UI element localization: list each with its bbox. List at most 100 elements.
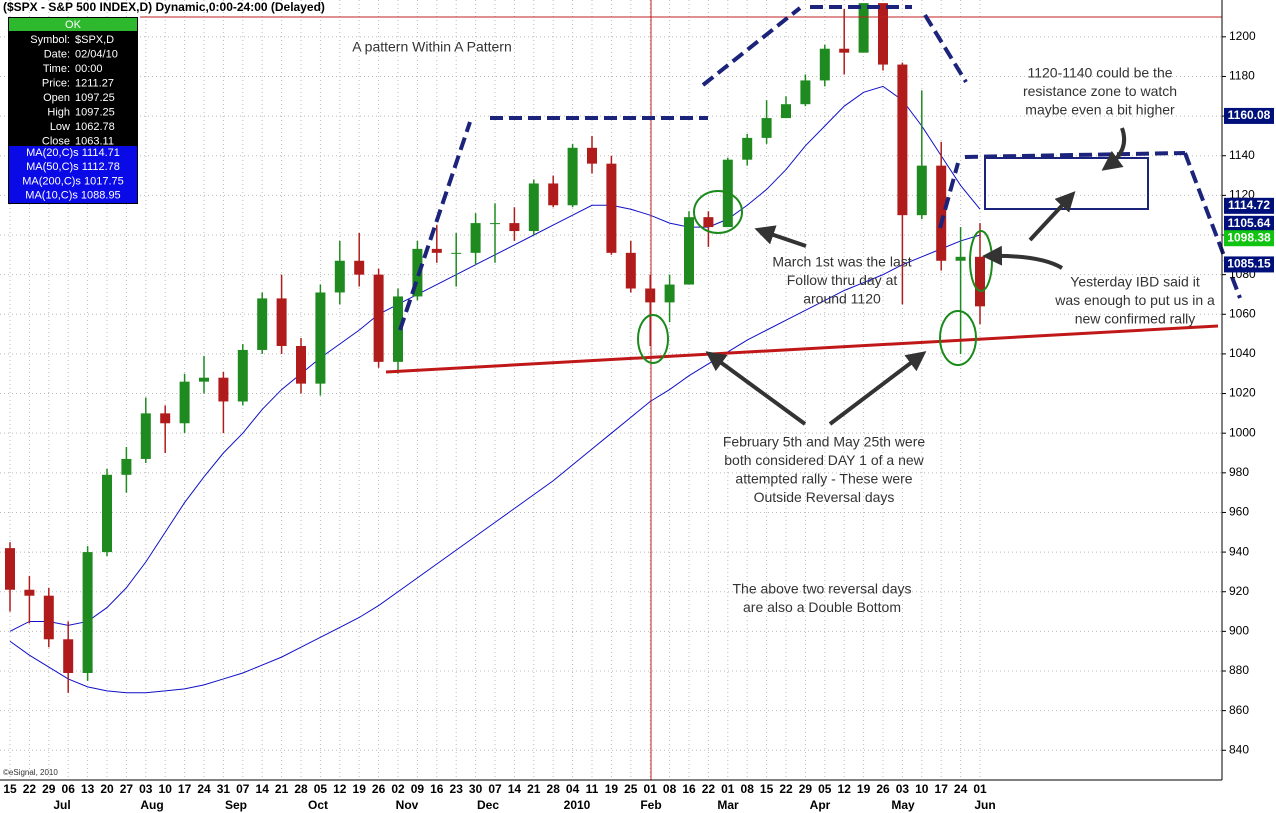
candle-body xyxy=(199,377,209,382)
x-tick-label: 19 xyxy=(857,782,871,796)
x-tick-label: 05 xyxy=(314,782,328,796)
x-tick-label: 07 xyxy=(236,782,250,796)
data-window-label: Date: xyxy=(44,48,70,60)
x-tick-label: 24 xyxy=(197,782,211,796)
candle-body xyxy=(160,413,171,424)
month-label: Jul xyxy=(53,798,70,812)
x-tick-label: 13 xyxy=(81,782,95,796)
annotation: around 1120 xyxy=(803,291,881,307)
data-window-value: 02/04/10 xyxy=(75,48,118,60)
arrow xyxy=(828,351,927,426)
candle-body xyxy=(121,458,132,475)
data-window-ma: MA(200,C)s 1017.75 xyxy=(22,175,124,187)
annotation: attempted rally - These were xyxy=(735,471,912,487)
candle-body xyxy=(354,260,365,275)
month-label: Dec xyxy=(477,798,499,812)
support-line xyxy=(385,324,1219,374)
x-tick-label: 03 xyxy=(139,782,153,796)
data-window-label: High xyxy=(47,106,70,118)
candle-body xyxy=(916,165,927,216)
y-tick-label: 940 xyxy=(1229,544,1249,558)
data-window-ma: MA(10,C)s 1088.95 xyxy=(25,190,120,202)
data-window-ma: MA(20,C)s 1114.71 xyxy=(26,147,120,159)
data-window-ma: MA(50,C)s 1112.78 xyxy=(26,161,120,173)
candle-body xyxy=(548,183,559,206)
candle-body xyxy=(257,298,268,350)
highlight-circle xyxy=(693,190,743,234)
candle-body xyxy=(82,552,93,673)
data-window-value: 1211.27 xyxy=(75,77,114,89)
x-tick-label: 02 xyxy=(391,782,405,796)
annotation: March 1st was the last xyxy=(772,254,911,270)
price-tag-label: 1085.15 xyxy=(1227,257,1271,271)
x-tick-label: 28 xyxy=(294,782,308,796)
x-tick-label: 15 xyxy=(3,782,17,796)
annotations: A pattern Within A Pattern 1120-1140 coul… xyxy=(352,39,1215,616)
candle-body xyxy=(567,147,578,206)
candle-body xyxy=(742,137,753,160)
candle-body xyxy=(703,217,714,228)
highlight-circle xyxy=(939,310,977,366)
annotation: February 5th and May 25th were xyxy=(723,434,926,450)
candle-body xyxy=(24,589,35,596)
candle-body xyxy=(897,64,908,216)
x-tick-label: 17 xyxy=(178,782,192,796)
candle-body xyxy=(587,147,597,164)
x-tick-label: 11 xyxy=(586,782,599,796)
candle-body xyxy=(819,48,830,81)
annotation: Yesterday IBD said it xyxy=(1070,274,1200,290)
x-tick-label: 01 xyxy=(721,782,735,796)
x-tick-label: 31 xyxy=(217,782,231,796)
x-tick-label: 10 xyxy=(915,782,929,796)
month-label: Sep xyxy=(225,798,247,812)
candle-body xyxy=(237,349,248,402)
annotation: resistance zone to watch xyxy=(1023,83,1177,99)
x-tick-label: 01 xyxy=(973,782,987,796)
annotation: maybe even a bit higher xyxy=(1025,102,1175,118)
x-tick-label: 14 xyxy=(256,782,270,796)
x-tick-label: 07 xyxy=(488,782,502,796)
candle-body xyxy=(315,292,326,384)
x-tick-label: 23 xyxy=(450,782,464,796)
x-tick-label: 22 xyxy=(23,782,37,796)
candle-body xyxy=(140,413,151,459)
candle-body xyxy=(451,252,462,254)
data-window-header-text: OK xyxy=(65,19,82,31)
y-tick-label: 980 xyxy=(1229,465,1249,479)
data-window-label: Price: xyxy=(42,77,70,89)
data-window-value: 1097.25 xyxy=(75,92,115,104)
price-tag xyxy=(1224,197,1274,214)
data-window-value: 1097.25 xyxy=(75,106,115,118)
candle-body xyxy=(431,248,442,253)
x-tick-label: 15 xyxy=(760,782,774,796)
price-tag xyxy=(1224,107,1274,124)
y-tick-label: 1020 xyxy=(1229,386,1256,400)
x-tick-label: 16 xyxy=(430,782,444,796)
x-tick-label: 26 xyxy=(876,782,890,796)
arrow xyxy=(1028,191,1076,242)
data-window-ma xyxy=(9,146,137,203)
y-tick-label: 1140 xyxy=(1229,148,1255,162)
candle-body xyxy=(839,48,850,53)
y-tick-label: 1060 xyxy=(1229,306,1256,320)
candle-body xyxy=(102,474,112,553)
x-tick-label: 22 xyxy=(702,782,716,796)
x-tick-label: 06 xyxy=(62,782,76,796)
candle-body xyxy=(373,274,384,362)
trend-line xyxy=(1183,152,1242,299)
candle-body xyxy=(781,104,791,119)
x-tick-label: 01 xyxy=(644,782,658,796)
candle-body xyxy=(975,256,985,307)
trend-line xyxy=(923,13,968,84)
month-label: Feb xyxy=(640,798,661,812)
data-window: OK Symbol: $SPX,D Date: 02/04/10 Time: 00:00 P… xyxy=(8,17,138,204)
candle-body xyxy=(276,298,287,346)
price-tag-label: 1160.08 xyxy=(1228,108,1271,122)
annotation: was enough to put us in a xyxy=(1054,292,1215,308)
y-tick-label: 920 xyxy=(1229,584,1249,598)
month-label: Oct xyxy=(308,798,328,812)
x-tick-label: 21 xyxy=(527,782,541,796)
